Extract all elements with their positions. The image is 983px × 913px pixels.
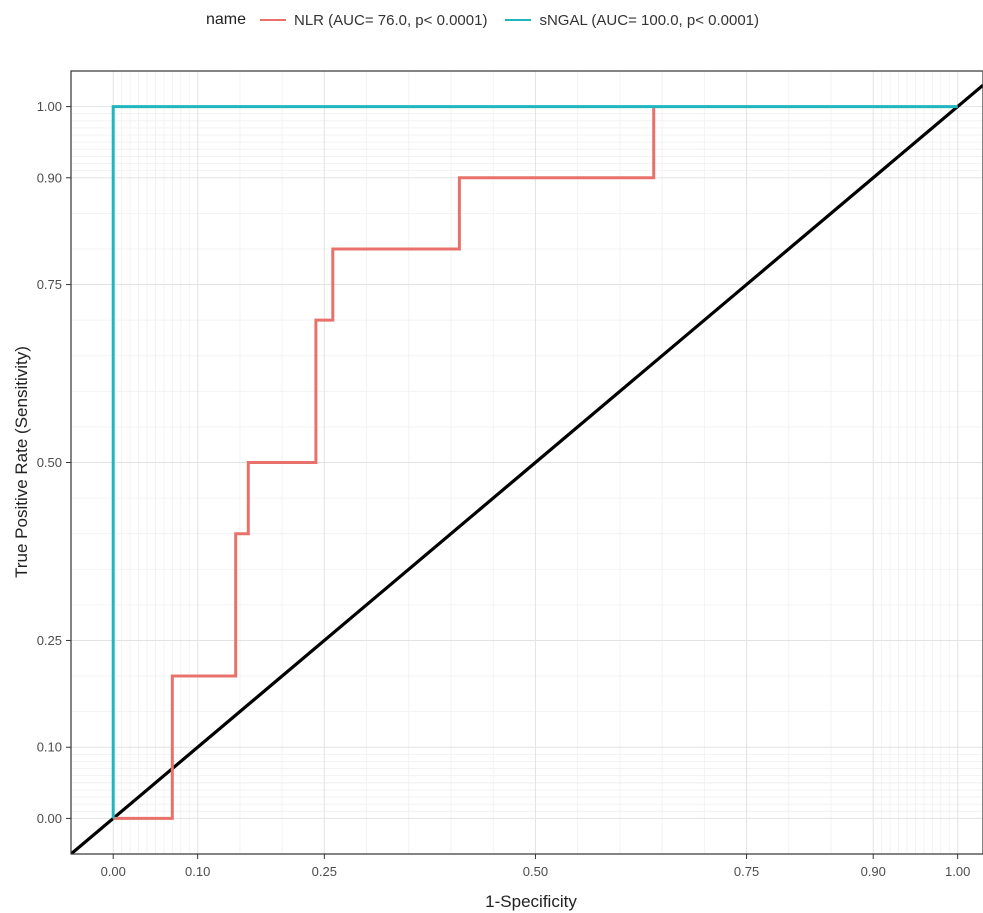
y-axis-title: True Positive Rate (Sensitivity) (12, 346, 31, 578)
legend-entry-nlr: NLR (AUC= 76.0, p< 0.0001) (260, 12, 487, 29)
x-tick-label: 0.10 (185, 864, 210, 879)
y-tick-label: 0.10 (37, 740, 62, 755)
reference-diagonal-line (71, 83, 983, 854)
legend-key-nlr (260, 19, 286, 21)
y-tick-label: 0.25 (37, 633, 62, 648)
x-tick-label: 1.00 (945, 864, 970, 879)
nlr-roc-line (113, 106, 656, 820)
legend-title: name (205, 11, 246, 28)
x-tick-label: 0.90 (861, 864, 886, 879)
x-tick-label: 0.00 (101, 864, 126, 879)
x-tick-label: 0.75 (734, 864, 759, 879)
series-layer (71, 83, 983, 854)
y-tick-label: 0.50 (37, 455, 62, 470)
legend-key-sngal (505, 19, 532, 21)
y-axis-ticks: 0.00 0.10 0.25 0.50 0.75 0.90 1.00 (37, 99, 71, 826)
x-axis-title: 1-Specificity (485, 892, 577, 911)
legend-label-nlr: NLR (AUC= 76.0, p< 0.0001) (294, 11, 488, 29)
x-tick-label: 0.25 (312, 864, 337, 879)
y-tick-label: 1.00 (37, 99, 62, 114)
x-axis-ticks: 0.00 0.10 0.25 0.50 0.75 0.90 1.00 (101, 854, 970, 879)
y-tick-label: 0.90 (37, 170, 62, 185)
legend: name NLR (AUC= 76.0, p< 0.0001) sNGAL (A… (0, 6, 983, 34)
legend-label-sngal: sNGAL (AUC= 100.0, p< 0.0001) (539, 11, 760, 29)
grid-lines (71, 71, 983, 854)
legend-entry-sngal: sNGAL (AUC= 100.0, p< 0.0001) (505, 12, 759, 29)
y-tick-label: 0.00 (37, 811, 62, 826)
sngal-roc-line (111, 105, 958, 819)
y-tick-label: 0.75 (37, 277, 62, 292)
x-tick-label: 0.50 (523, 864, 548, 879)
